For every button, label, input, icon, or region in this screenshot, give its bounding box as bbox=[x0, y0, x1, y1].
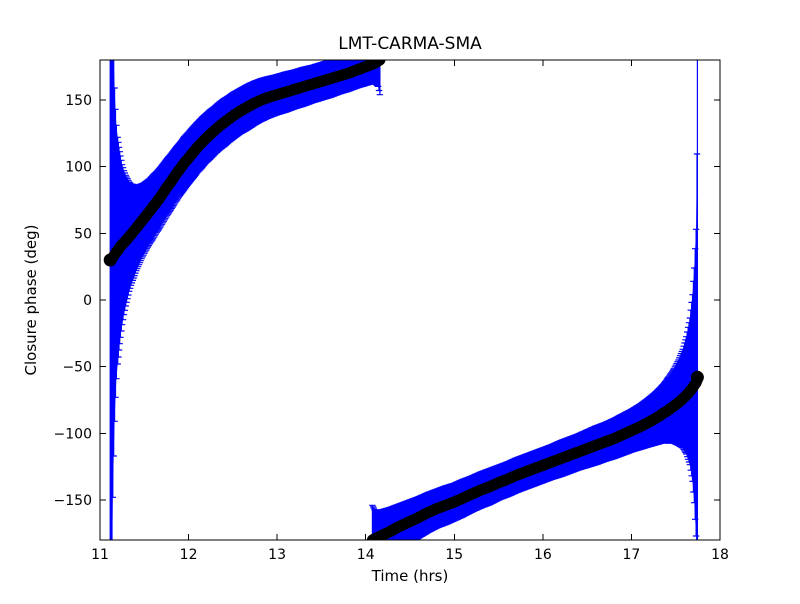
x-tick-label: 17 bbox=[622, 547, 640, 563]
plot-title: LMT-CARMA-SMA bbox=[338, 34, 482, 54]
x-tick-label: 11 bbox=[91, 547, 109, 563]
y-tick-label: 0 bbox=[83, 293, 92, 309]
x-axis-label: Time (hrs) bbox=[371, 567, 449, 585]
axis-ticks bbox=[99, 60, 721, 540]
x-tick-label: 18 bbox=[711, 547, 729, 563]
y-tick-label: 150 bbox=[65, 93, 92, 109]
x-tick-labels: 11 12 13 14 15 16 17 18 bbox=[91, 547, 729, 563]
x-tick-label: 16 bbox=[534, 547, 552, 563]
endpoint-marker bbox=[690, 370, 704, 384]
y-tick-label: 100 bbox=[65, 160, 92, 176]
y-tick-label: 50 bbox=[74, 226, 92, 242]
y-axis-label: Closure phase (deg) bbox=[22, 225, 40, 376]
x-tick-label: 12 bbox=[180, 547, 198, 563]
x-tick-label: 13 bbox=[268, 547, 286, 563]
y-tick-labels: −150 −100 −50 0 50 100 150 bbox=[54, 93, 92, 509]
y-tick-label: −100 bbox=[54, 426, 92, 442]
data-marker-layer bbox=[103, 60, 704, 540]
y-tick-label: −150 bbox=[54, 493, 92, 509]
endpoint-marker bbox=[103, 253, 117, 267]
data-point bbox=[374, 60, 386, 66]
x-tick-label: 14 bbox=[357, 547, 375, 563]
y-tick-label: −50 bbox=[62, 360, 92, 376]
x-tick-label: 15 bbox=[445, 547, 463, 563]
